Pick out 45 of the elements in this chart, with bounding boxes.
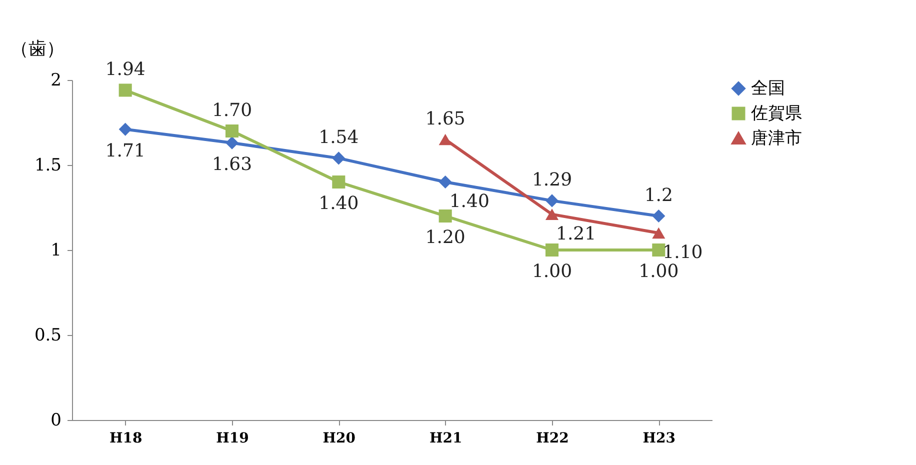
- point: [225, 136, 239, 150]
- data-label: 1.40: [449, 191, 490, 212]
- point: [438, 175, 452, 189]
- point: [438, 134, 452, 146]
- legend-label: 全国: [751, 78, 785, 98]
- data-label: 1.70: [212, 100, 252, 121]
- y-tick-label: 0.5: [34, 326, 62, 346]
- point: [652, 227, 666, 239]
- legend-label: 佐賀県: [751, 104, 802, 124]
- data-label: 1.20: [425, 227, 466, 248]
- data-label: 1.2: [644, 185, 673, 206]
- y-tick-label: 0: [50, 410, 62, 430]
- y-tick-label: 1: [50, 240, 62, 260]
- data-label: 1.29: [532, 170, 572, 191]
- data-label: 1.63: [212, 154, 252, 175]
- data-label: 1.00: [638, 261, 679, 282]
- point: [545, 194, 559, 208]
- data-label: 1.00: [532, 261, 572, 282]
- point: [545, 243, 559, 257]
- data-label: 1.40: [318, 193, 359, 214]
- y-axis-title: （歯）: [10, 38, 64, 60]
- data-label: 1.65: [425, 108, 466, 130]
- data-label: 1.10: [662, 242, 703, 263]
- point: [438, 209, 452, 223]
- data-label: 1.94: [105, 59, 146, 80]
- point: [545, 208, 559, 220]
- point: [118, 122, 132, 136]
- x-tick-label: H18: [109, 430, 142, 446]
- point: [225, 124, 239, 138]
- x-tick-label: H23: [642, 430, 676, 446]
- x-tick-label: H19: [216, 430, 249, 446]
- point: [332, 175, 346, 189]
- legend-label: 唐津市: [751, 128, 802, 148]
- data-label: 1.21: [556, 223, 596, 244]
- x-tick-label: H22: [536, 430, 569, 446]
- point: [652, 243, 666, 257]
- y-tick-label: 2: [50, 70, 62, 90]
- y-tick-label: 1.5: [34, 156, 62, 176]
- x-tick-label: H20: [322, 430, 356, 446]
- point: [652, 209, 666, 223]
- x-tick-label: H21: [429, 430, 462, 446]
- data-label: 1.54: [318, 127, 359, 148]
- data-label: 1.71: [105, 140, 146, 162]
- point: [332, 152, 346, 165]
- point: [118, 84, 132, 97]
